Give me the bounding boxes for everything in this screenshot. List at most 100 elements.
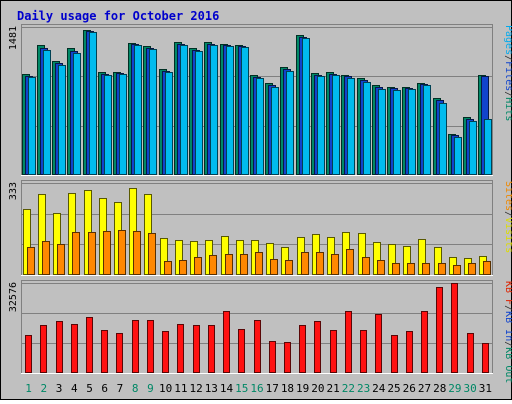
bar-pages-14: [226, 46, 234, 175]
bar-pages-30: [469, 121, 477, 175]
bar-sites-29: [453, 265, 461, 275]
bar-pages-10: [165, 72, 173, 175]
bar-sites-28: [438, 263, 446, 275]
side-label-part: Files: [503, 61, 512, 91]
panel-max-label: 333: [8, 182, 19, 200]
x-tick-label: 8: [132, 382, 139, 395]
x-tick-label: 28: [433, 382, 446, 395]
bar-kb-f-27: [421, 311, 428, 373]
x-tick-label: 16: [250, 382, 263, 395]
bar-pages-21: [332, 75, 340, 175]
bar-kb-f-15: [238, 329, 245, 373]
x-tick-label: 23: [357, 382, 370, 395]
x-tick-label: 5: [86, 382, 93, 395]
x-tick-label: 4: [71, 382, 78, 395]
bar-kb-f-4: [71, 324, 78, 373]
bar-pages-13: [210, 45, 218, 175]
bar-sites-24: [377, 260, 385, 275]
side-label-part: /: [503, 211, 512, 217]
bar-kb-f-22: [345, 311, 352, 373]
bar-sites-20: [316, 252, 324, 275]
bar-sites-25: [392, 263, 400, 275]
bar-pages-28: [439, 103, 447, 175]
bar-sites-15: [240, 254, 248, 275]
x-tick-label: 17: [266, 382, 279, 395]
bar-pages-23: [363, 82, 371, 175]
panel-side-label: KB F/KB In/KB Out: [503, 281, 512, 383]
bar-pages-22: [347, 78, 355, 175]
bar-sites-13: [209, 255, 217, 275]
bar-sites-18: [285, 260, 293, 275]
x-tick-label: 24: [372, 382, 386, 395]
bar-pages-20: [317, 76, 325, 175]
bar-kb-f-3: [56, 321, 63, 373]
bar-kb-f-20: [314, 321, 321, 373]
bar-kb-f-16: [254, 320, 261, 373]
bar-pages-11: [180, 45, 188, 175]
bar-sites-21: [331, 254, 339, 275]
x-tick-label: 6: [101, 382, 108, 395]
bar-pages-5: [89, 32, 97, 175]
x-tick-label: 30: [464, 382, 477, 395]
bar-pages-4: [73, 53, 81, 175]
bar-pages-6: [104, 75, 112, 175]
x-tick-label: 19: [296, 382, 309, 395]
bar-pages-31: [484, 119, 492, 175]
bar-pages-19: [302, 38, 310, 175]
bar-sites-19: [301, 252, 309, 275]
bar-kb-f-31: [482, 343, 489, 373]
bar-kb-f-1: [25, 335, 32, 373]
bar-sites-10: [164, 261, 172, 275]
x-tick-label: 29: [448, 382, 461, 395]
panels-layer: 1481Pages/Files/Hits333Sites/Visits32576…: [8, 24, 512, 383]
bar-sites-2: [42, 241, 50, 275]
x-tick-label: 11: [174, 382, 187, 395]
x-tick-label: 20: [311, 382, 324, 395]
x-tick-label: 12: [189, 382, 202, 395]
bar-pages-27: [423, 85, 431, 175]
bar-kb-f-17: [269, 341, 276, 373]
side-label-part: KB Out: [503, 347, 512, 383]
panel-max-label: 1481: [8, 26, 19, 50]
bar-pages-2: [43, 50, 51, 175]
bar-pages-15: [241, 47, 249, 175]
bar-kb-f-12: [193, 325, 200, 373]
x-tick-label: 3: [56, 382, 63, 395]
bar-sites-17: [270, 259, 278, 275]
x-tick-label: 25: [387, 382, 400, 395]
x-tick-label: 10: [159, 382, 172, 395]
panel-kbytes: 32576 KB F/KB In/KB Out: [8, 280, 512, 383]
bar-sites-11: [179, 260, 187, 275]
bar-pages-7: [119, 74, 127, 175]
panel-visits-sites: 333 Sites/Visits: [8, 180, 512, 276]
bar-sites-26: [407, 263, 415, 275]
side-label-part: /: [503, 91, 512, 97]
bar-kb-f-18: [284, 342, 291, 373]
bar-sites-3: [57, 244, 65, 275]
panel-side-label: Pages/Files/Hits: [503, 25, 512, 121]
bar-pages-1: [28, 77, 36, 175]
bar-pages-17: [271, 87, 279, 175]
bar-sites-6: [103, 231, 111, 275]
side-label-part: Visits: [503, 217, 512, 253]
side-label-part: KB In: [503, 311, 512, 341]
bar-kb-f-7: [116, 333, 123, 373]
x-tick-label: 22: [342, 382, 355, 395]
bar-kb-f-21: [330, 330, 337, 373]
x-tick-label: 18: [281, 382, 294, 395]
bar-kb-f-2: [40, 325, 47, 373]
side-label-part: Pages: [503, 25, 512, 55]
bar-kb-f-29: [451, 283, 458, 373]
x-axis-labels: 1 2 3 4 5 6 7 8 9 10 11 12 13 14 15 16 17 18 19 20 21 22 23 24 2…: [25, 382, 492, 395]
bar-pages-12: [195, 51, 203, 175]
bar-kb-f-8: [132, 320, 139, 373]
bar-sites-9: [148, 233, 156, 275]
bar-sites-7: [118, 230, 126, 275]
x-tick-label: 1: [25, 382, 32, 395]
x-tick-label: 21: [327, 382, 340, 395]
bar-kb-f-23: [360, 330, 367, 373]
panel-max-label: 32576: [8, 282, 19, 312]
side-label-part: Sites: [503, 181, 512, 211]
